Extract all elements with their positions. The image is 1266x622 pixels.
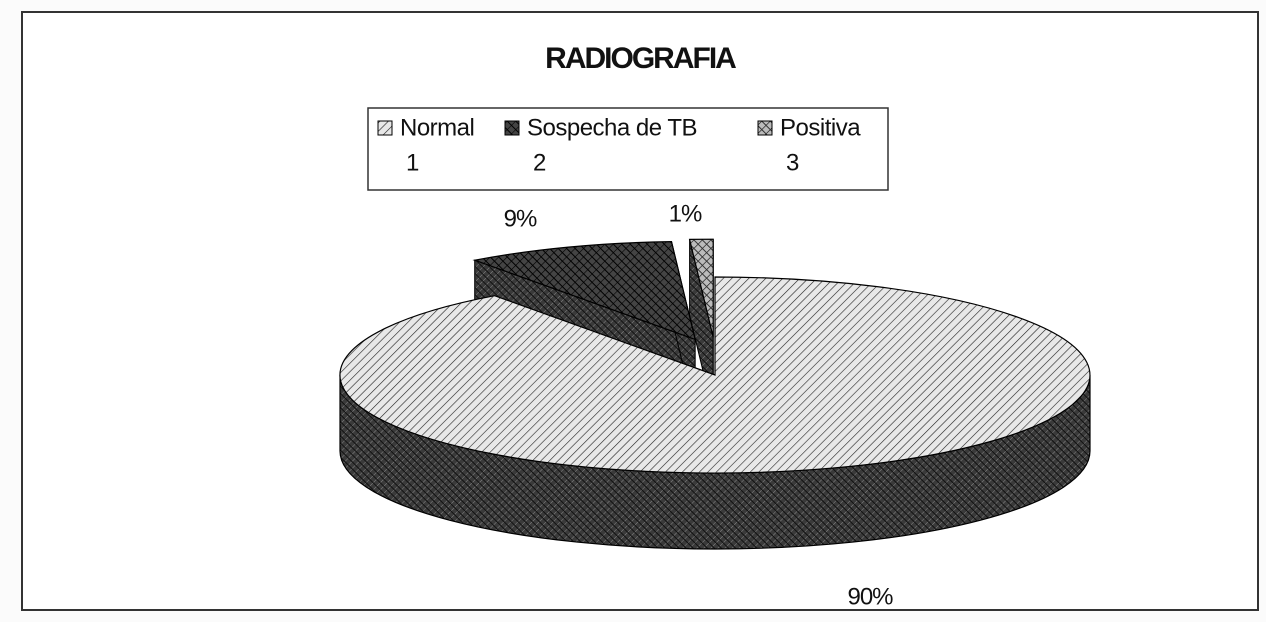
legend-box xyxy=(367,107,889,191)
data-label: 9% xyxy=(504,205,537,232)
pie-slice xyxy=(472,240,696,341)
legend-swatch xyxy=(377,120,393,136)
chart-title: RADIOGRAFIA xyxy=(545,42,736,75)
legend-code: 2 xyxy=(533,149,546,176)
data-label: 90% xyxy=(847,583,893,610)
legend-label: Sospecha de TB xyxy=(527,114,697,141)
data-label: 1% xyxy=(669,200,702,227)
pie-slice xyxy=(688,238,714,338)
legend-label: Normal xyxy=(400,114,474,141)
legend-swatch xyxy=(757,120,773,136)
legend-label: Positiva xyxy=(780,114,861,141)
pie-slice xyxy=(339,276,1091,474)
legend-swatch xyxy=(504,120,520,136)
legend-code: 1 xyxy=(406,149,419,176)
legend-code: 3 xyxy=(786,149,799,176)
